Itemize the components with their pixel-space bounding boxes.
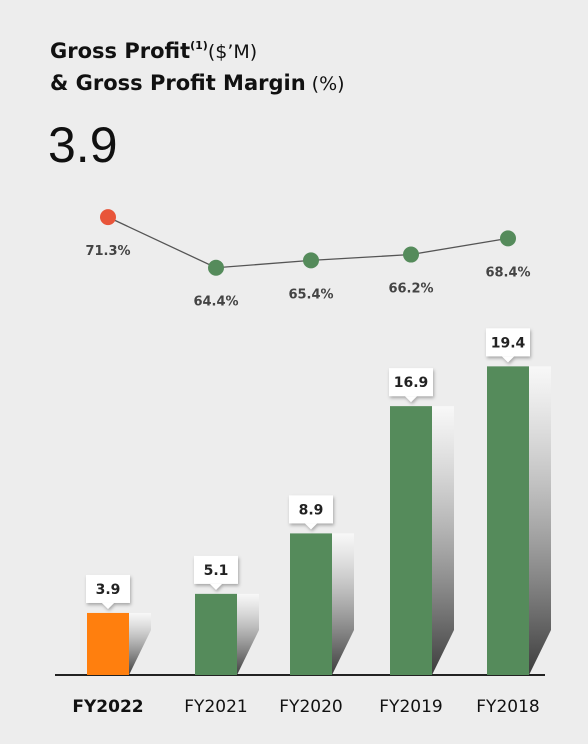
x-tick-label: FY2021 xyxy=(184,697,247,717)
line-point xyxy=(208,259,224,276)
line-value-label: 64.4% xyxy=(193,295,238,310)
x-tick-label: FY2020 xyxy=(279,697,342,717)
headline: 3.9 xyxy=(48,117,118,173)
value-label xyxy=(389,368,433,403)
line-value-label: 68.4% xyxy=(485,265,530,280)
bar-value-label: 16.9 xyxy=(394,375,429,391)
label-pointer xyxy=(102,602,114,609)
value-label xyxy=(289,495,333,530)
bar-value-label: 8.9 xyxy=(299,502,324,518)
bar-value-label: 3.9 xyxy=(96,582,121,598)
bar-shadow xyxy=(237,593,259,675)
label-box xyxy=(486,328,530,357)
label-pointer xyxy=(305,523,317,530)
chart-subtitle: & Gross Profit Margin (%) xyxy=(50,71,345,95)
line-value-label: 71.3% xyxy=(85,244,130,259)
label-box xyxy=(194,555,238,584)
label-box xyxy=(86,574,130,603)
line-value-label: 65.4% xyxy=(288,287,333,302)
bar-shadow xyxy=(432,406,454,675)
line-point xyxy=(303,252,319,269)
line-point xyxy=(500,230,516,247)
label-box xyxy=(389,368,433,397)
label-pointer xyxy=(405,396,417,403)
bar-shadow xyxy=(129,612,151,675)
bar xyxy=(390,406,432,675)
line-point xyxy=(100,209,116,226)
title-unit: ($’M) xyxy=(208,41,257,63)
bar-value-label: 19.4 xyxy=(491,335,526,351)
line-point xyxy=(403,246,419,263)
value-label xyxy=(486,328,530,363)
x-tick-label: FY2018 xyxy=(476,697,539,717)
bar xyxy=(195,593,237,675)
bar xyxy=(290,533,332,675)
line-value-label: 66.2% xyxy=(388,282,433,297)
x-tick-label: FY2019 xyxy=(379,697,442,717)
bar xyxy=(87,612,129,675)
subtitle-main: & Gross Profit Margin xyxy=(50,71,306,95)
label-box xyxy=(289,495,333,524)
title-main: Gross Profit xyxy=(50,39,190,63)
subtitle-unit: (%) xyxy=(312,73,345,95)
bar xyxy=(487,366,529,675)
label-pointer xyxy=(210,583,222,590)
label-pointer xyxy=(502,356,514,363)
value-label xyxy=(194,555,238,590)
bar-shadow xyxy=(529,366,551,675)
bar-value-label: 5.1 xyxy=(204,563,229,579)
value-label xyxy=(86,574,130,609)
x-tick-label: FY2022 xyxy=(72,697,143,717)
bar-shadow xyxy=(332,533,354,675)
title-superscript: (1) xyxy=(190,39,208,52)
chart-title: Gross Profit(1)($’M) xyxy=(50,39,257,63)
